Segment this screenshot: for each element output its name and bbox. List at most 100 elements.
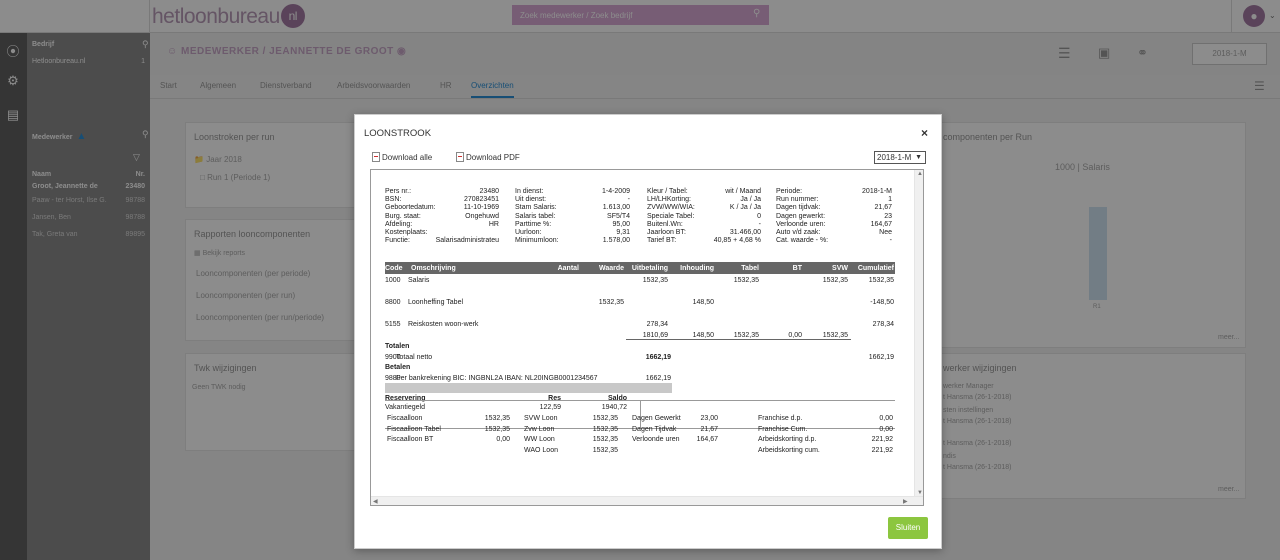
info-value: Salarisadministrateu — [435, 237, 499, 245]
footer-cell: 221,92 — [871, 436, 893, 443]
scroll-up-icon[interactable]: ▲ — [917, 171, 923, 177]
comment-icon[interactable]: ▣ — [1098, 45, 1111, 60]
info-value: - — [889, 237, 892, 245]
total-uit: 1810,69 — [642, 332, 668, 339]
run-label: Run 1 (Periode 1) — [207, 173, 271, 182]
bekijk-reports[interactable]: ▦ Bekijk reports — [194, 249, 245, 257]
tab-algemeen[interactable]: Algemeen — [200, 81, 237, 90]
bank-code: 9880 — [385, 375, 401, 382]
report-item[interactable]: Looncomponenten (per run) — [196, 291, 296, 300]
info-label: Periode: — [776, 188, 803, 195]
panel-title: Twk wijzigingen — [194, 363, 257, 373]
info-value: Nee — [879, 229, 892, 236]
footer-cell: WW Loon — [524, 436, 555, 443]
logo-badge: nl — [280, 4, 305, 28]
compass-icon[interactable]: ⦿ — [6, 44, 20, 59]
info-value: 23 — [884, 212, 892, 220]
footer-cell: 164,67 — [696, 436, 718, 443]
info-value: 11-10-1969 — [463, 204, 499, 212]
company-search-icon[interactable]: ⚲ — [142, 39, 149, 49]
period-button[interactable]: 2018-1-M — [1192, 43, 1267, 65]
tab-overzichten[interactable]: Overzichten — [471, 81, 514, 98]
total-svw: 1532,35 — [822, 332, 848, 339]
horizontal-scrollbar[interactable]: ◀ ▶ — [371, 496, 923, 505]
info-value: 1.613,00 — [602, 204, 630, 212]
user-avatar-icon[interactable]: ● — [1243, 5, 1265, 27]
wijz-item: t Hansma (26-1-2018) — [943, 440, 1012, 447]
wijz-item: werker Manager — [943, 383, 994, 390]
filter-icon[interactable]: ▽ — [133, 152, 140, 162]
employee-row[interactable]: Paaw - ter Horst, Ilse G. 98788 — [32, 197, 145, 204]
divider-line — [385, 428, 895, 429]
employee-header: Medewerker ▲ — [32, 131, 86, 142]
scroll-down-icon[interactable]: ▼ — [917, 490, 923, 496]
period-select[interactable]: 2018-1-M ▼ — [874, 151, 926, 164]
employee-search-icon[interactable]: ⚲ — [142, 129, 149, 139]
info-label: Run nummer: — [776, 196, 819, 204]
row-waarde: 1532,35 — [598, 299, 624, 306]
company-item[interactable]: Hetloonbureau.nl 1 — [32, 58, 145, 65]
report-item[interactable]: Looncomponenten (per periode) — [196, 269, 311, 278]
search-input[interactable] — [512, 5, 769, 25]
gear-icon[interactable]: ⚙ — [7, 73, 19, 88]
chart-panel: componenten per Run 1000 | Salaris R1 me… — [930, 122, 1246, 348]
info-value: HR — [488, 220, 499, 228]
close-icon[interactable]: × — [921, 126, 929, 140]
tab-start[interactable]: Start — [160, 81, 177, 90]
search-icon[interactable]: ⚲ — [753, 8, 761, 19]
download-pdf-link[interactable]: Download PDF — [456, 152, 520, 162]
user-menu[interactable]: ● ⌄ — [1231, 0, 1280, 33]
info-value: K / Ja / Ja — [729, 204, 761, 212]
run-item[interactable]: □ Run 1 (Periode 1) — [200, 173, 270, 182]
vertical-scrollbar[interactable]: ▲ ▼ — [914, 170, 923, 505]
logo[interactable]: hetloonbureau nl — [152, 4, 305, 29]
info-label: Jaarloon BT: — [647, 229, 686, 236]
row-code: 5155 — [385, 321, 401, 328]
scroll-left-icon[interactable]: ◀ — [373, 499, 378, 505]
wijz-item: sten instellingen — [943, 407, 994, 414]
employee-table-header: Naam Nr. — [32, 171, 145, 178]
row-desc: Salaris — [408, 277, 430, 284]
year-folder[interactable]: 📁 Jaar 2018 — [194, 155, 242, 164]
chart-icon[interactable]: ▤ — [6, 107, 20, 122]
list-icon[interactable]: ☰ — [1058, 45, 1071, 61]
dropdown-arrow-icon: ▼ — [915, 154, 922, 161]
scroll-right-icon[interactable]: ▶ — [903, 499, 908, 505]
chevron-down-icon[interactable]: ⌄ — [1269, 11, 1276, 20]
paperclip-icon[interactable]: ⚭ — [1137, 45, 1148, 60]
slip-frame[interactable]: Pers nr.: 23480 BSN: 270823451 Geboortedatum… — [370, 169, 924, 506]
sluiten-button[interactable]: Sluiten — [888, 517, 928, 539]
info-value: 164,67 — [870, 220, 892, 228]
more-link[interactable]: meer... — [1218, 334, 1240, 341]
tab-hr[interactable]: HR — [440, 81, 452, 90]
footer-cell: Zvw Loon — [524, 425, 555, 433]
row-uit: 1532,35 — [642, 277, 668, 284]
info-label: Afdeling: — [385, 220, 413, 228]
modal-title: LOONSTROOK — [364, 128, 432, 139]
tab-arbeidsvoorwaarden[interactable]: Arbeidsvoorwaarden — [337, 81, 411, 90]
logo-text: hetloonbureau — [152, 5, 280, 28]
footer-cell: SVW Loon — [524, 415, 558, 422]
employee-row[interactable]: Jansen, Ben 98788 — [32, 214, 145, 221]
employee-name: Jansen, Ben — [32, 214, 71, 221]
period-select-value: 2018-1-M — [877, 153, 912, 162]
wijzigingen-panel: werker wijzigingen werker Manager t Hans… — [930, 353, 1246, 499]
footer-cell: 23,00 — [700, 415, 718, 422]
tab-dienstverband[interactable]: Dienstverband — [260, 81, 312, 90]
total-bt: 0,00 — [788, 332, 802, 339]
info-label: Dagen tijdvak: — [776, 204, 821, 212]
download-all-link[interactable]: Download alle — [372, 152, 432, 162]
info-label: Speciale Tabel: — [647, 212, 695, 220]
employee-row[interactable]: Groot, Jeannette de 23480 — [32, 183, 145, 190]
menu-icon[interactable]: ☰ — [1254, 79, 1265, 93]
more-link[interactable]: meer... — [1218, 486, 1240, 493]
report-item[interactable]: Looncomponenten (per run/periode) — [196, 313, 325, 322]
footer-cell: 0,00 — [496, 436, 510, 443]
employee-row[interactable]: Tak, Greta van 89895 — [32, 231, 145, 238]
info-value: wit / Maand — [725, 188, 761, 195]
employee-name: Paaw - ter Horst, Ilse G. — [32, 197, 107, 204]
bekijk-label: Bekijk reports — [202, 250, 245, 257]
total-inh: 148,50 — [692, 332, 714, 339]
breadcrumb: ☺ MEDEWERKER / JEANNETTE DE GROOT ◉ — [167, 46, 406, 57]
